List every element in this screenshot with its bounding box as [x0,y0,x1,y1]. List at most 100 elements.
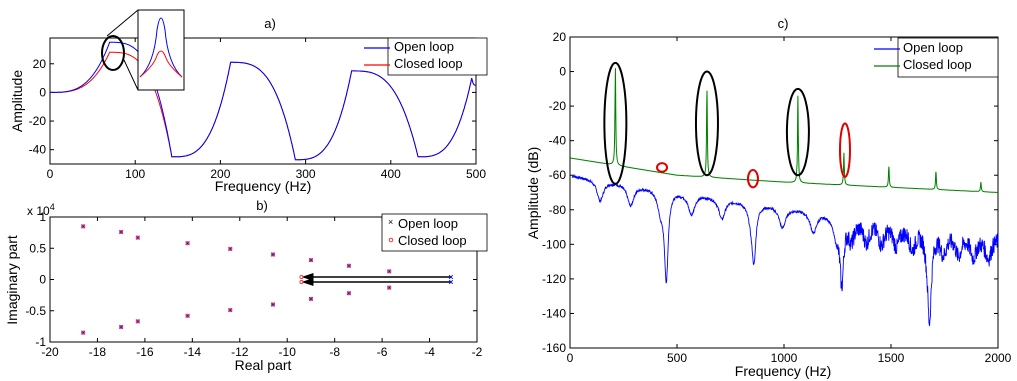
y-tick-label: -80 [549,203,567,217]
y-tick-label: 0 [559,65,566,79]
panel-b-legend-closed: Closed loop [398,233,467,248]
y-tick-label: -1 [35,335,46,349]
closed-loop-pole [228,308,233,313]
x-tick-label: 200 [210,167,230,181]
panel-c-legend [897,37,999,78]
y-tick-label: -60 [549,168,567,182]
panel-a-zoom-line-1 [106,9,139,37]
x-tick-label: -4 [424,345,435,359]
panel-b-ylabel: Imaginary part [4,235,20,325]
panel-c-legend-closed: Closed loop [903,57,972,72]
y-tick-label: -20 [29,114,47,128]
x-tick-label: 0 [47,167,54,181]
x-tick-label: 300 [296,167,316,181]
y-tick-label: -20 [549,99,567,113]
x-tick-label: 1500 [878,351,905,365]
annotation-ellipse [746,169,759,189]
y-tick-label: -0.5 [25,304,46,318]
panel-b-ticks: -20 -18 -16 -14 -12 -10 -8 -6 -4 -2 -1 -0.5 0 0.5 1 [25,210,482,359]
closed-loop-pole [270,302,276,307]
panel-a-title: a) [264,16,276,31]
closed-loop-pole [135,235,140,240]
closed-loop-pole [346,263,351,268]
x-tick-label: 400 [381,167,401,181]
y-tick-label: -160 [542,341,566,355]
x-tick-label: -12 [231,345,249,359]
panel-c: c) 0 500 1000 1500 2000 -160 -140 -120 -100 -80 -6… [525,16,1012,379]
closed-loop-pole [299,279,304,285]
y-tick-label: 0 [39,85,46,99]
panel-a-ylabel: Amplitude [9,70,25,132]
closed-loop-pole [387,285,392,290]
panel-a-axes [49,37,477,165]
panel-a-ticks: 0 100 200 300 400 500 -40 -20 0 20 [29,38,486,181]
panel-a-legend [387,37,488,76]
panel-b-legend-marker-open: × [388,217,393,227]
annotation-ellipse [656,162,669,173]
x-tick-label: 0 [567,351,574,365]
x-tick-label: -16 [136,345,154,359]
annotation-ellipse [694,70,719,177]
panel-a-zoom-ellipse [101,35,125,71]
panel-c-ylabel: Amplitude (dB) [525,147,541,240]
closed-loop-pole [119,229,124,235]
panel-b-legend-marker-closed [388,237,394,243]
x-tick-label: -14 [184,345,202,359]
closed-loop-pole [308,258,313,263]
y-tick-label: -100 [542,237,566,251]
open-loop-pole [448,279,454,285]
panel-c-axes [569,36,999,349]
annotation-ellipse [603,61,628,185]
closed-loop-pole [185,241,190,246]
panel-a-zoom-inset [137,9,185,91]
y-tick-label: -40 [29,143,47,157]
panel-b-legend [381,213,488,252]
panel-c-closed-loop-line [569,68,998,193]
y-tick-label: -120 [542,272,566,286]
closed-loop-pole [119,324,124,330]
panel-a-xlabel: Frequency (Hz) [215,178,311,194]
closed-loop-pole [387,269,392,274]
y-tick-label: 20 [553,30,567,44]
y-tick-label: -40 [549,134,567,148]
x-tick-label: -10 [279,345,297,359]
panel-c-lines [569,68,999,327]
y-tick-label: 0.5 [29,241,46,255]
x-tick-label: 500 [667,351,687,365]
closed-loop-pole [228,246,233,251]
panel-a-inset-open-loop [139,17,183,78]
panel-c-xlabel: Frequency (Hz) [735,363,831,379]
panel-a-legend-closed: Closed loop [394,56,463,71]
panel-b-xlabel: Real part [235,357,292,373]
closed-loop-pole [346,291,351,296]
panel-b-title: b) [256,198,268,213]
panel-b-scale-label: x 104 [27,202,55,218]
y-tick-label: 1 [39,210,46,224]
closed-loop-pole [270,252,276,257]
x-tick-label: 100 [125,167,145,181]
panel-c-ticks: 0 500 1000 1500 2000 -160 -140 -120 -100 -80 -60 -4… [542,30,1012,365]
panel-c-open-loop-line [571,173,999,327]
x-tick-label: 500 [466,167,486,181]
x-tick-label: 1000 [771,351,798,365]
panel-c-legend-open: Open loop [903,40,963,55]
x-tick-label: -18 [89,345,107,359]
x-tick-label: 2000 [985,351,1012,365]
panel-b-legend-open: Open loop [398,216,458,231]
panel-a-inset-closed-loop [139,50,183,78]
panel-a-zoom-line-2 [123,59,139,91]
panel-b-arrows [301,273,451,286]
y-tick-label: 20 [33,57,47,71]
open-loop-pole [448,274,454,280]
annotation-ellipse [838,122,851,178]
x-tick-label: -20 [41,345,59,359]
closed-loop-pole [299,274,304,280]
annotation-ellipse [785,87,810,177]
panel-b: b) x 104 -20 -18 -16 -14 -12 -10 -8 -6 -4 -2 -1 -0.… [4,198,488,373]
y-tick-label: 0 [39,273,46,287]
x-tick-label: -6 [377,345,388,359]
closed-loop-pole [81,224,86,229]
panel-b-points [81,224,454,335]
closed-loop-pole [81,330,86,335]
